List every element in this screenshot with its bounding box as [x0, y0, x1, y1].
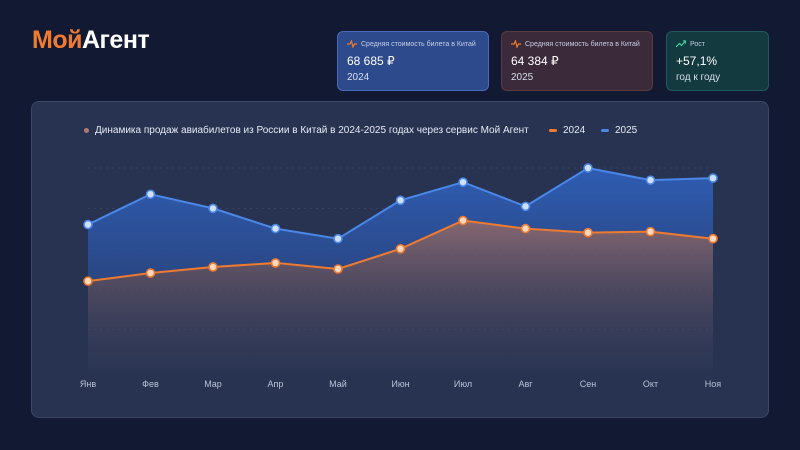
x-tick-label: Янв [80, 379, 96, 389]
point-2025-Июн[interactable] [395, 195, 406, 206]
pulse-icon [511, 40, 521, 48]
point-2025-Апр[interactable] [270, 223, 281, 234]
legend-label: 2025 [615, 125, 638, 136]
card-label: Средняя стоимость билета в Китай [525, 40, 640, 48]
point-2024-Июл[interactable] [458, 215, 468, 226]
x-tick-label: Сен [580, 379, 597, 389]
x-tick-label: Май [329, 379, 347, 389]
point-2024-Авг[interactable] [520, 223, 531, 234]
point-2025-Авг[interactable] [520, 201, 531, 212]
legend-label: 2024 [563, 125, 586, 136]
point-2025-Мар[interactable] [208, 203, 218, 214]
point-2025-Июл[interactable] [458, 177, 468, 187]
card-label: Средняя стоимость билета в Китай [361, 40, 476, 48]
brand-logo: МойАгент [32, 26, 150, 55]
card-sub: 2024 [347, 72, 370, 83]
card-sub: 2025 [511, 72, 534, 83]
point-2024-Май[interactable] [333, 264, 343, 274]
chart-title-row: Динамика продаж авиабилетов из России в … [84, 125, 529, 136]
legend-item-2024[interactable]: 2024 [549, 125, 585, 136]
growth-card: Рост +57,1% год к году [666, 31, 769, 91]
x-tick-label: Мар [204, 379, 222, 389]
legend-swatch [601, 129, 609, 132]
x-tick-label: Июл [454, 379, 472, 389]
point-2024-Сен[interactable] [583, 227, 593, 238]
title-bullet-icon [84, 128, 89, 133]
chart-title: Динамика продаж авиабилетов из России в … [95, 125, 529, 136]
trend-up-icon [676, 40, 686, 48]
x-tick-label: Ноя [705, 379, 722, 389]
point-2025-Янв[interactable] [83, 219, 93, 230]
x-tick-label: Авг [518, 379, 533, 389]
x-tick-label: Июн [391, 379, 409, 389]
legend-swatch [549, 129, 557, 132]
pulse-icon [347, 40, 357, 48]
point-2024-Ноя[interactable] [708, 233, 718, 244]
area-2024 [88, 220, 713, 370]
avg-price-2025-card: Средняя стоимость билета в Китай 64 384 … [501, 31, 653, 91]
x-tick-label: Окт [643, 379, 658, 389]
point-2024-Апр[interactable] [270, 258, 281, 268]
point-2024-Окт[interactable] [645, 226, 656, 237]
card-label: Рост [690, 40, 705, 48]
brand-logo-part2: Агент [81, 26, 150, 54]
brand-logo-part1: Мой [32, 26, 82, 54]
point-2025-Окт[interactable] [645, 175, 656, 185]
point-2024-Фев[interactable] [145, 268, 156, 278]
area-2025 [88, 168, 713, 282]
legend-item-2025[interactable]: 2025 [601, 125, 637, 136]
point-2024-Июн[interactable] [395, 244, 406, 254]
point-2025-Май[interactable] [333, 233, 343, 244]
point-2025-Ноя[interactable] [708, 173, 718, 183]
card-value: +57,1% [676, 54, 718, 68]
point-2024-Янв[interactable] [83, 276, 93, 286]
card-sub: год к году [676, 72, 721, 83]
card-value: 64 384 ₽ [511, 54, 559, 68]
avg-price-2024-card: Средняя стоимость билета в Китай 68 685 … [337, 31, 489, 91]
point-2024-Мар[interactable] [208, 262, 218, 272]
x-tick-label: Апр [268, 379, 284, 389]
card-value: 68 685 ₽ [347, 54, 395, 68]
point-2025-Фев[interactable] [145, 189, 156, 200]
point-2025-Сен[interactable] [583, 163, 593, 173]
x-tick-label: Фев [142, 379, 159, 389]
